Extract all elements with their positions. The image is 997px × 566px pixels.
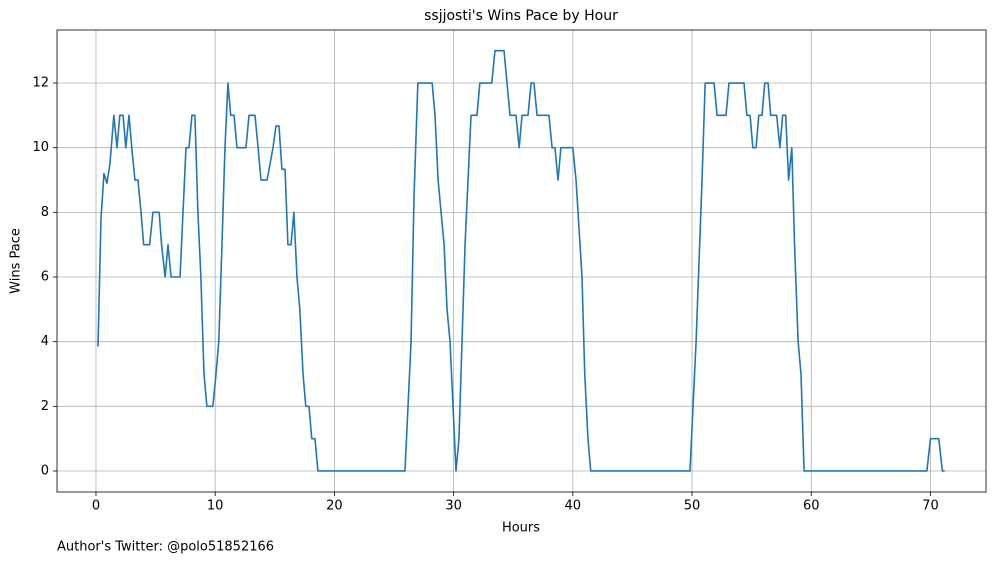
plot-frame (56, 29, 987, 493)
line (97, 49, 945, 472)
x-tick-label: 30 (445, 499, 462, 514)
chart-title: ssjjosti's Wins Pace by Hour (424, 8, 618, 24)
x-tick-label: 40 (565, 499, 582, 514)
y-axis-label: Wins Pace (9, 228, 24, 294)
y-tick-label: 4 (41, 334, 49, 349)
x-axis-label: Hours (502, 521, 540, 536)
y-tick-label: 10 (32, 140, 49, 155)
x-tick-label: 70 (922, 499, 939, 514)
y-tick-label: 0 (41, 463, 49, 478)
x-tick-label: 20 (326, 499, 343, 514)
x-tick-label: 50 (684, 499, 701, 514)
annotation: Author's Twitter: @polo51852166 (57, 540, 274, 555)
x-tick-label: 60 (803, 499, 820, 514)
x-tick-label: 0 (92, 499, 100, 514)
y-tick-label: 2 (41, 399, 49, 414)
x-tick-label: 10 (207, 499, 224, 514)
y-tick-label: 12 (32, 76, 49, 91)
y-tick-label: 8 (41, 205, 49, 220)
y-tick-label: 6 (41, 270, 49, 285)
